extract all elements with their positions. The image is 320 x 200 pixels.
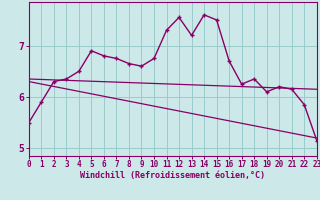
- X-axis label: Windchill (Refroidissement éolien,°C): Windchill (Refroidissement éolien,°C): [80, 171, 265, 180]
